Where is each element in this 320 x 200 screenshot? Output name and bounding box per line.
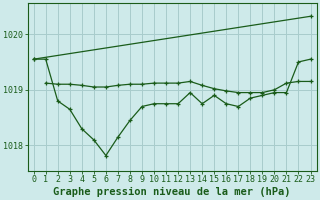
X-axis label: Graphe pression niveau de la mer (hPa): Graphe pression niveau de la mer (hPa) [53, 186, 291, 197]
